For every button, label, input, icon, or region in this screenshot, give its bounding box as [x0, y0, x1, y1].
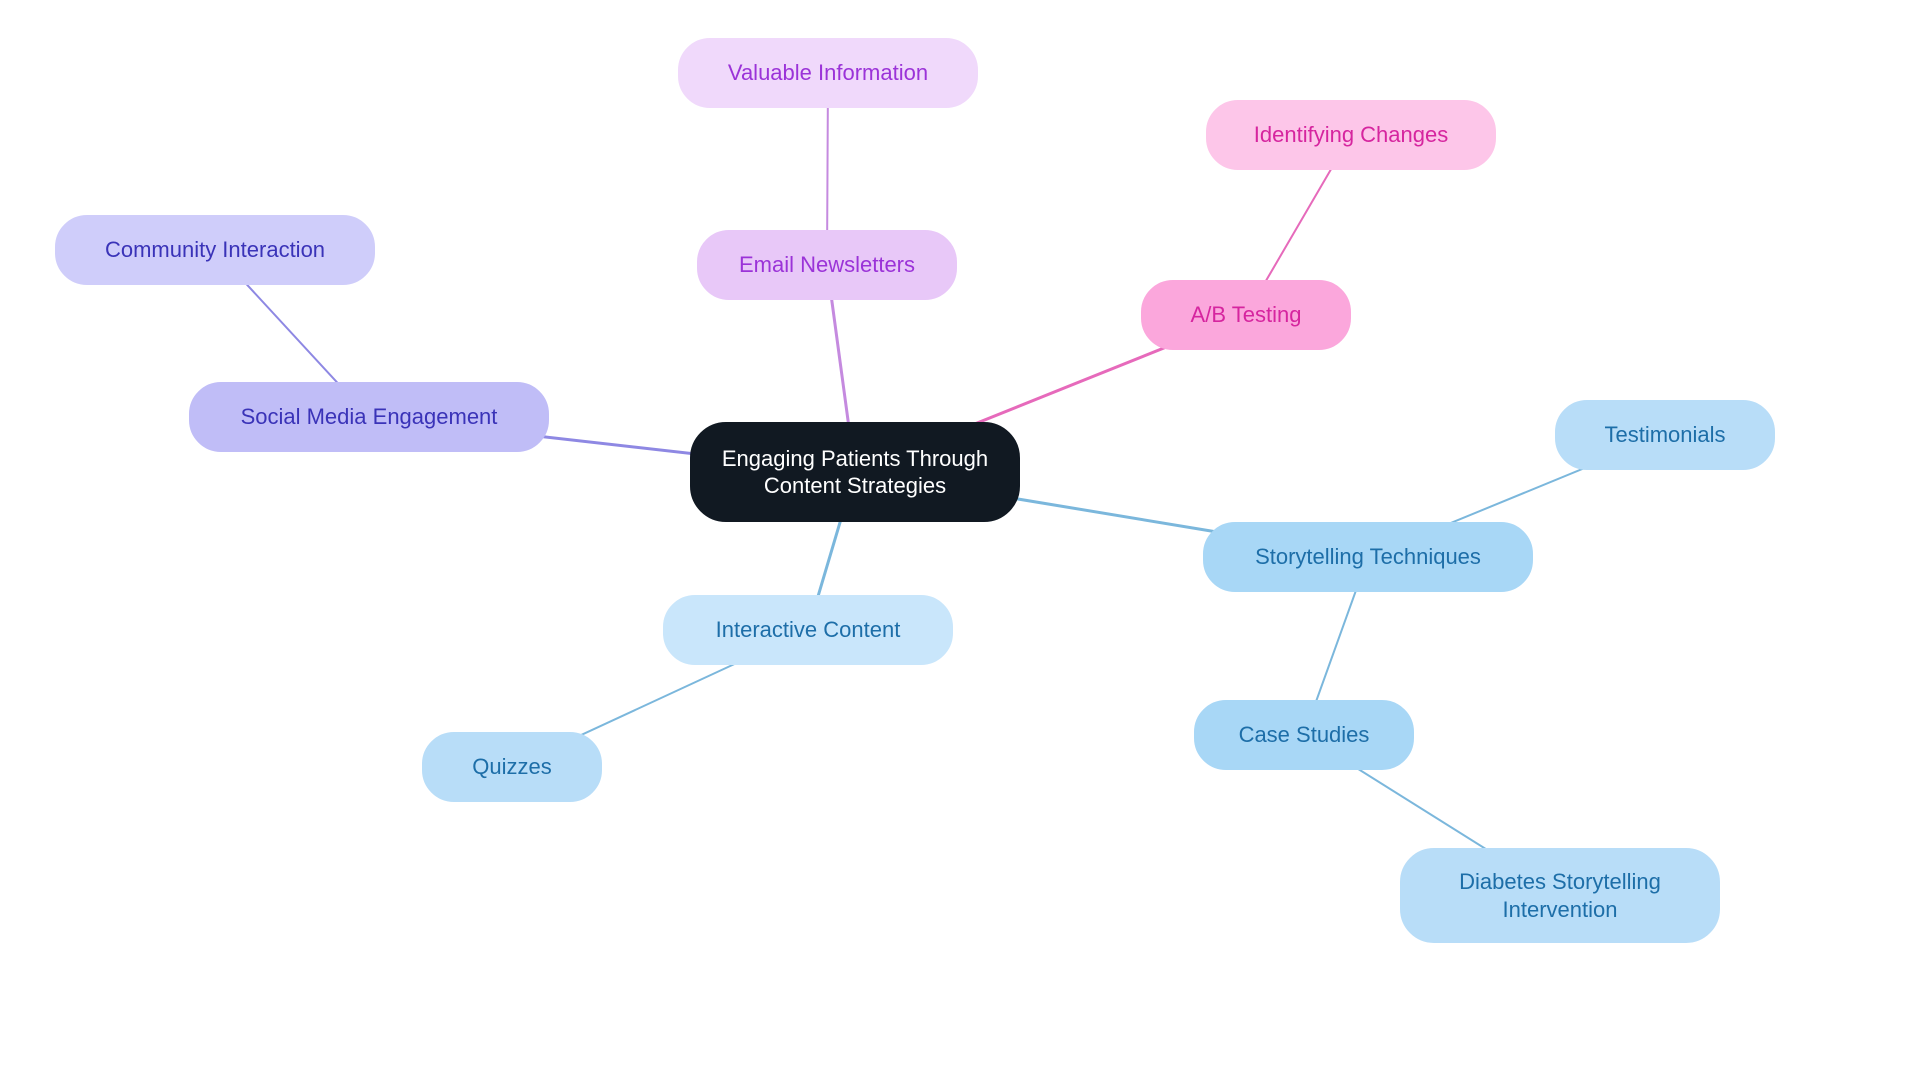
- node-root[interactable]: Engaging Patients Through Content Strate…: [690, 422, 1020, 522]
- node-social[interactable]: Social Media Engagement: [189, 382, 549, 452]
- node-ab[interactable]: A/B Testing: [1141, 280, 1351, 350]
- node-diabetes[interactable]: Diabetes Storytelling Intervention: [1400, 848, 1720, 943]
- node-interactive[interactable]: Interactive Content: [663, 595, 953, 665]
- node-test[interactable]: Testimonials: [1555, 400, 1775, 470]
- node-valuable[interactable]: Valuable Information: [678, 38, 978, 108]
- node-story[interactable]: Storytelling Techniques: [1203, 522, 1533, 592]
- node-changes[interactable]: Identifying Changes: [1206, 100, 1496, 170]
- node-case[interactable]: Case Studies: [1194, 700, 1414, 770]
- node-email[interactable]: Email Newsletters: [697, 230, 957, 300]
- node-quizzes[interactable]: Quizzes: [422, 732, 602, 802]
- mindmap-canvas: Engaging Patients Through Content Strate…: [0, 0, 1920, 1083]
- node-community[interactable]: Community Interaction: [55, 215, 375, 285]
